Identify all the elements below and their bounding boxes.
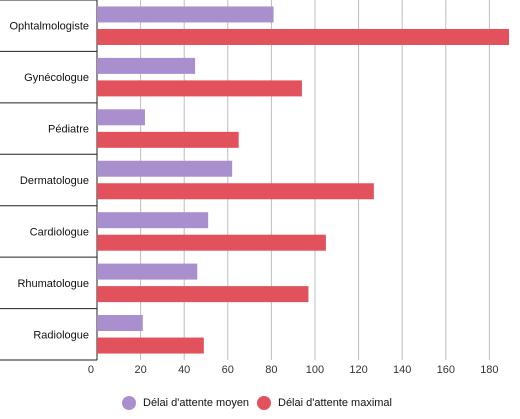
x-tick-label: 60 [222,364,234,376]
category-label: Radiologue [33,329,89,341]
x-tick-label: 160 [437,364,455,376]
category-label: Pédiatre [48,124,89,136]
category-label: Ophtalmologiste [10,21,90,33]
x-tick-label: 140 [393,364,411,376]
bar-maximal [97,183,374,200]
category-label: Cardiologue [30,226,89,238]
category-label: Rhumatologue [17,278,89,290]
bar-maximal [97,286,309,303]
bar-moyen [97,315,143,332]
x-tick-label: 120 [349,364,367,376]
bar-maximal [97,80,302,97]
bar-moyen [97,212,209,229]
legend-label-moyen: Délai d'attente moyen [143,397,250,409]
legend-item-maximal[interactable]: Délai d'attente maximal [257,389,392,417]
category-labels: Ophtalmologiste Gynécologue Pédiatre Dermat… [10,21,90,342]
category-label: Dermatologue [20,175,89,187]
bar-moyen [97,263,198,280]
x-tick-label: 20 [134,364,146,376]
bar-moyen [97,160,233,177]
category-label: Gynécologue [24,72,89,84]
bar-chart: Ophtalmologiste Gynécologue Pédiatre Dermat… [0,0,509,376]
legend: Délai d'attente moyen Délai d'attente ma… [0,389,520,417]
x-tick-label: 0 [88,364,94,376]
x-tick-label: 100 [306,364,324,376]
x-tick-label: 40 [178,364,190,376]
x-tick-label: 180 [480,364,498,376]
legend-swatch-maximal [257,396,271,410]
legend-label-maximal: Délai d'attente maximal [278,397,392,409]
bar-maximal [97,337,204,354]
bar-moyen [97,6,274,23]
bar-maximal [97,28,509,45]
x-tick-label: 80 [265,364,277,376]
bar-maximal [97,234,326,251]
legend-swatch-moyen [122,396,136,410]
x-axis-ticks: 0 20 40 60 80 100 120 140 160 180 [88,364,499,376]
legend-item-moyen[interactable]: Délai d'attente moyen [122,389,249,417]
bar-moyen [97,57,196,74]
bar-moyen [97,109,145,126]
bars [97,6,509,354]
bar-maximal [97,131,239,148]
